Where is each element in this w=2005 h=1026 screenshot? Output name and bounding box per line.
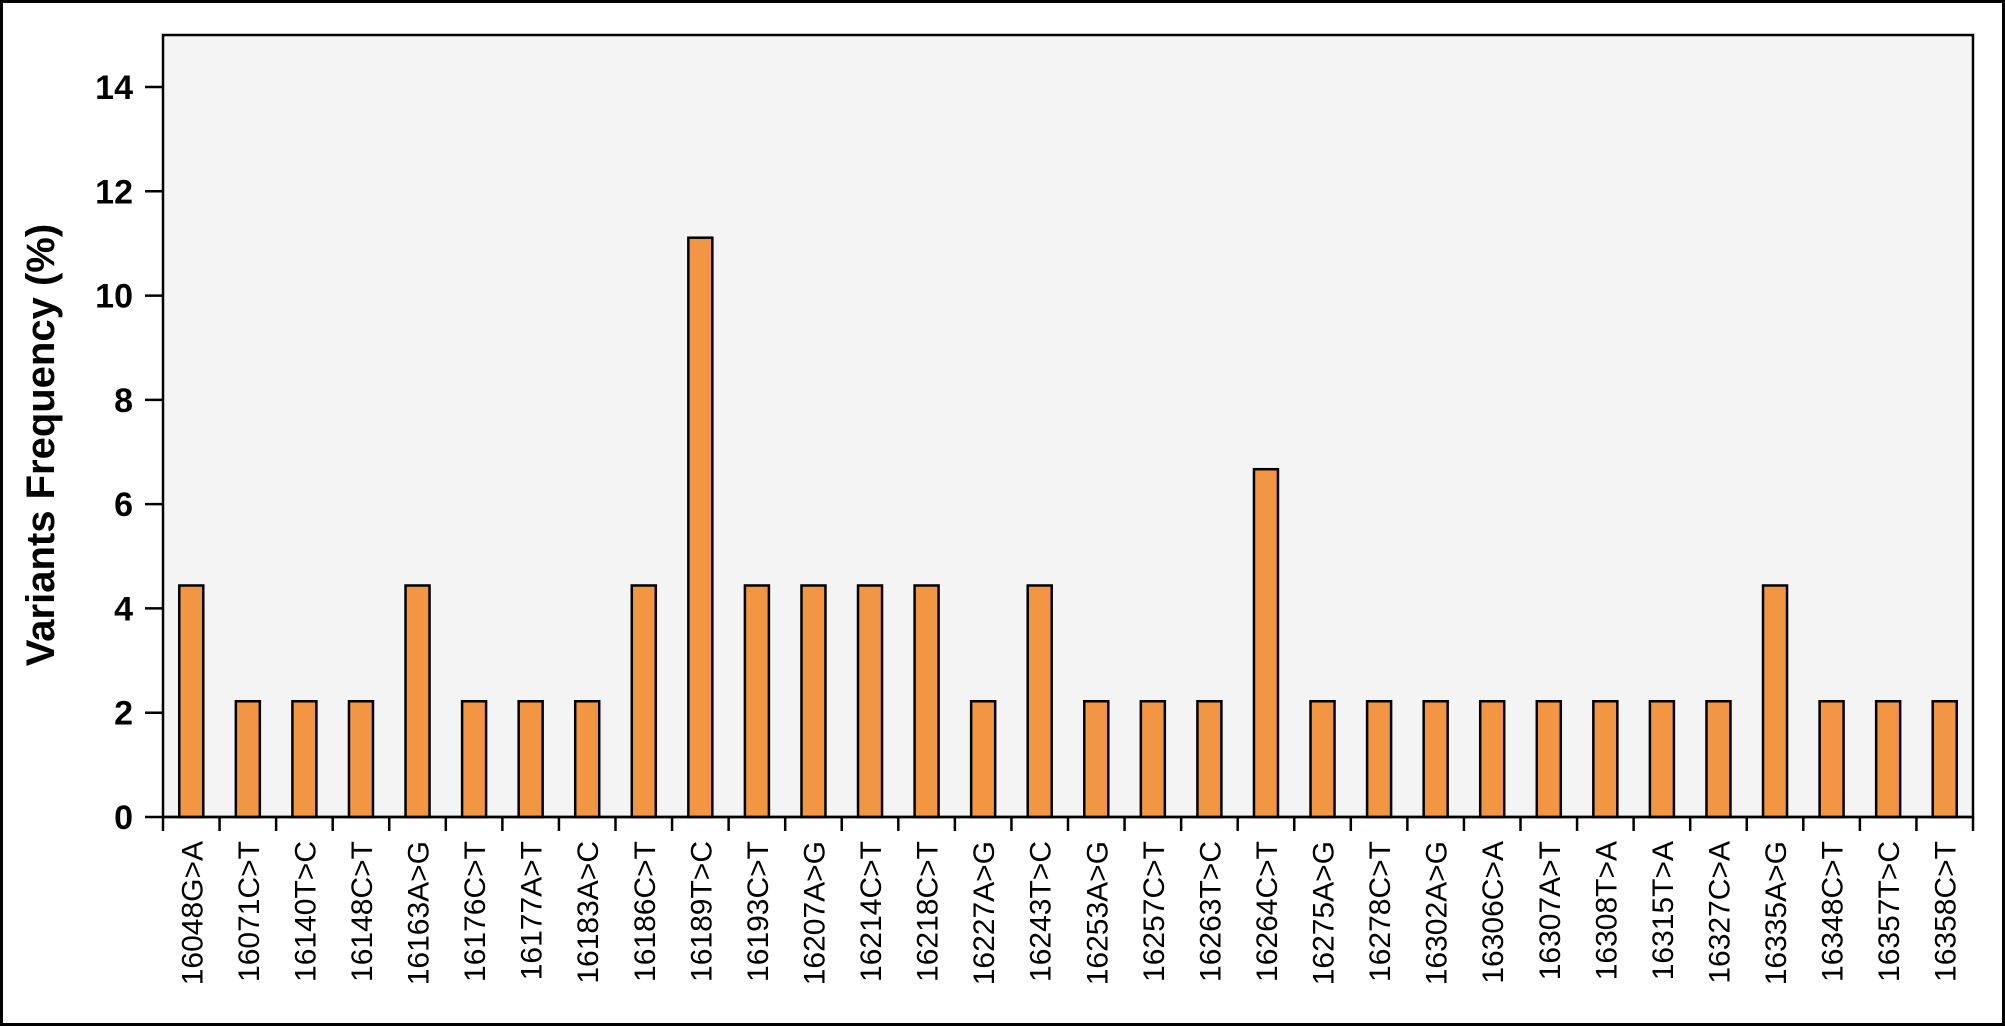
x-tick-label: 16183A>C <box>572 841 605 984</box>
x-tick-label: 16207A>G <box>798 841 831 985</box>
bar <box>1705 699 1732 819</box>
x-tick-label: 16263T>C <box>1194 841 1227 982</box>
x-tick-label: 16140T>C <box>289 841 322 982</box>
x-tick-label: 16148C>T <box>346 841 379 982</box>
bar <box>1252 467 1280 819</box>
x-tick-label: 16163A>G <box>403 841 436 985</box>
x-tick-label: 16218C>T <box>912 841 945 982</box>
x-tick-label: 16189T>C <box>685 841 718 982</box>
bar <box>1535 699 1563 819</box>
bar <box>1196 699 1223 819</box>
x-tick-label: 16227A>G <box>968 841 1001 985</box>
x-tick-label: 16335A>G <box>1760 841 1793 985</box>
bar <box>1139 699 1167 819</box>
x-tick-label: 16308T>A <box>1590 841 1623 980</box>
x-tick-label: 16177A>T <box>516 841 549 980</box>
x-tick-label: 16357T>C <box>1873 841 1906 982</box>
bar <box>234 699 262 819</box>
x-tick-label: 16186C>T <box>629 841 662 982</box>
y-tick-label: 2 <box>114 695 133 733</box>
x-tick-label: 16048G>A <box>176 841 209 985</box>
bar <box>460 699 488 819</box>
y-tick-label: 14 <box>95 69 133 107</box>
bar <box>630 584 658 819</box>
y-tick-label: 4 <box>114 590 133 628</box>
bar <box>291 699 318 819</box>
x-tick-label: 16348C>T <box>1817 841 1850 982</box>
bar <box>1365 699 1393 819</box>
bar <box>800 584 827 819</box>
bar <box>1026 584 1053 819</box>
y-tick-label: 8 <box>114 382 133 420</box>
y-tick-label: 10 <box>95 278 133 316</box>
x-tick-label: 16302A>G <box>1421 841 1454 985</box>
bar <box>969 699 997 819</box>
y-tick-label: 0 <box>114 799 133 837</box>
plot-area <box>161 33 1975 819</box>
bar <box>1478 699 1506 819</box>
bar <box>1761 584 1789 819</box>
x-tick-label: 16071C>T <box>233 841 266 982</box>
bar <box>1422 699 1449 819</box>
x-tick-label: 16315T>A <box>1647 841 1680 980</box>
x-tick-label: 16253A>G <box>1081 841 1114 985</box>
x-tick-label: 16243T>C <box>1025 841 1058 982</box>
x-tick-label: 16307A>T <box>1534 841 1567 980</box>
x-tick-label: 16193C>T <box>742 841 775 982</box>
x-tick-label: 16176C>T <box>459 841 492 982</box>
bar <box>517 699 544 819</box>
y-tick-label: 6 <box>114 486 133 524</box>
bar <box>1818 699 1845 819</box>
bar <box>573 699 601 819</box>
bar <box>178 584 205 819</box>
bar <box>1874 699 1902 819</box>
bar <box>856 584 884 819</box>
bar <box>743 584 771 819</box>
y-tick-label: 12 <box>95 173 133 211</box>
x-tick-label: 16214C>T <box>855 841 888 982</box>
x-tick-label: 16257C>T <box>1138 841 1171 982</box>
bar <box>1931 699 1958 819</box>
x-tick-label: 16278C>T <box>1364 841 1397 982</box>
y-axis: 0 2 4 6 8 10 12 14 <box>95 69 163 837</box>
bar <box>687 236 714 819</box>
x-tick-label: 16275A>G <box>1308 841 1341 985</box>
x-tick-label: 16327C>A <box>1703 841 1736 984</box>
bar <box>1309 699 1336 819</box>
bar <box>1592 699 1619 819</box>
x-tick-label: 16264C>T <box>1251 841 1284 982</box>
bar <box>404 584 431 819</box>
x-axis: 16048G>A 16071C>T 16140T>C 16148C>T 16163A>G… <box>161 815 1975 985</box>
x-tick-label: 16306C>A <box>1477 841 1510 984</box>
bar <box>1083 699 1110 819</box>
bar <box>1648 699 1676 819</box>
y-axis-label: Variants Frequency (%) <box>19 224 63 666</box>
x-tick-label: 16358C>T <box>1930 841 1963 982</box>
bar <box>347 699 375 819</box>
bar <box>913 584 940 819</box>
